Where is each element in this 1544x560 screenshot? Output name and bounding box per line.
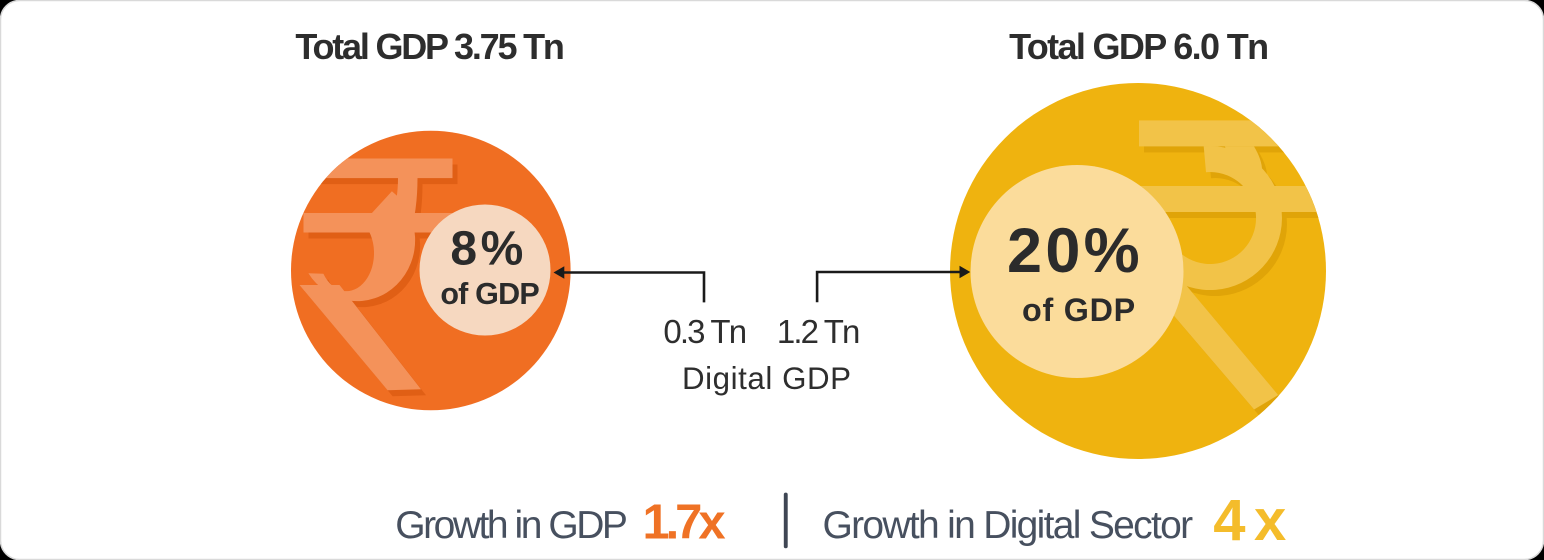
svg-text:of GDP: of GDP	[440, 277, 539, 311]
svg-text:1.7x: 1.7x	[643, 495, 726, 549]
svg-text:0.3 Tn: 0.3 Tn	[663, 313, 745, 350]
svg-text:Growth in Digital Sector: Growth in Digital Sector	[823, 504, 1194, 547]
svg-text:Total GDP 6.0 Tn: Total GDP 6.0 Tn	[1009, 26, 1267, 67]
svg-text:Digital GDP: Digital GDP	[682, 361, 852, 396]
svg-text:Total GDP 3.75 Tn: Total GDP 3.75 Tn	[295, 26, 563, 67]
svg-text:Growth in GDP: Growth in GDP	[395, 504, 626, 547]
svg-text:1.2 Tn: 1.2 Tn	[777, 313, 859, 350]
svg-text:20%: 20%	[1007, 216, 1143, 286]
svg-text:of GDP: of GDP	[1022, 292, 1136, 328]
svg-text:8%: 8%	[450, 223, 526, 276]
svg-text:4x: 4x	[1213, 488, 1295, 553]
